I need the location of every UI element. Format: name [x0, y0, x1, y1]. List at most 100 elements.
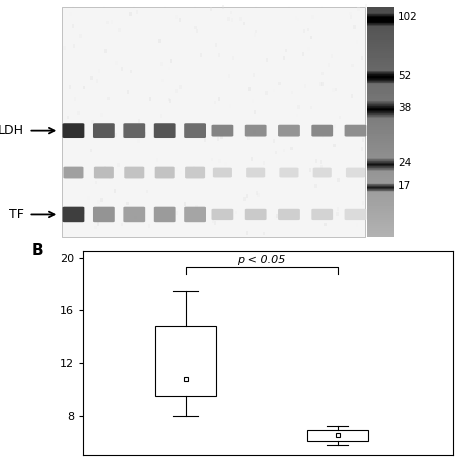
Bar — [315, 159, 318, 163]
Bar — [257, 193, 260, 197]
Bar — [249, 210, 252, 213]
Bar — [217, 137, 219, 141]
Bar — [232, 56, 234, 60]
Bar — [254, 110, 256, 114]
Bar — [224, 162, 227, 166]
Bar — [265, 58, 268, 62]
Bar — [215, 44, 217, 47]
Bar — [175, 211, 178, 215]
Bar — [328, 63, 330, 67]
Bar — [138, 119, 140, 123]
Bar — [136, 10, 138, 14]
Bar — [98, 155, 100, 159]
Bar — [170, 59, 172, 63]
Bar — [228, 74, 230, 78]
Bar — [90, 76, 92, 80]
Bar — [137, 139, 140, 143]
FancyBboxPatch shape — [311, 209, 333, 220]
Bar — [167, 66, 170, 70]
Bar — [172, 10, 174, 14]
Bar — [229, 11, 232, 14]
Bar — [251, 157, 253, 161]
Bar — [156, 158, 158, 162]
FancyBboxPatch shape — [184, 207, 206, 222]
Bar — [290, 146, 292, 150]
FancyBboxPatch shape — [246, 168, 265, 177]
Bar — [333, 144, 336, 147]
Bar — [126, 201, 128, 205]
Bar — [204, 138, 206, 142]
FancyBboxPatch shape — [185, 167, 205, 178]
Bar — [321, 82, 324, 86]
Bar — [160, 62, 163, 65]
Bar — [140, 128, 142, 131]
FancyBboxPatch shape — [63, 123, 84, 138]
Bar — [308, 16, 310, 19]
Bar — [69, 85, 72, 89]
Bar — [246, 231, 248, 235]
Bar — [121, 67, 123, 71]
Bar — [62, 8, 365, 237]
FancyBboxPatch shape — [124, 167, 144, 178]
Bar — [210, 7, 212, 11]
FancyBboxPatch shape — [311, 125, 333, 137]
Bar — [283, 149, 285, 152]
Bar — [335, 88, 337, 91]
Bar — [165, 207, 167, 210]
Bar — [110, 20, 113, 24]
FancyBboxPatch shape — [64, 167, 83, 178]
Bar — [256, 191, 258, 195]
Bar — [283, 56, 285, 60]
Bar — [64, 46, 66, 50]
Bar — [252, 99, 255, 103]
Bar — [158, 39, 161, 43]
FancyBboxPatch shape — [155, 167, 175, 178]
Bar — [362, 138, 365, 142]
Bar — [284, 49, 287, 53]
Bar — [192, 166, 195, 170]
Bar — [297, 18, 299, 21]
Bar — [324, 223, 327, 226]
Bar — [94, 226, 97, 229]
FancyBboxPatch shape — [63, 207, 84, 222]
Bar — [302, 52, 304, 55]
Bar — [109, 175, 111, 179]
Bar — [310, 106, 312, 109]
Bar — [114, 189, 116, 192]
Bar — [75, 169, 78, 172]
Bar — [194, 26, 197, 29]
Bar — [196, 29, 198, 33]
Bar — [184, 202, 186, 206]
Bar — [235, 210, 237, 214]
Bar — [297, 155, 300, 158]
Bar — [288, 99, 290, 103]
Bar — [310, 36, 312, 39]
Bar — [170, 169, 172, 172]
Bar — [200, 53, 202, 56]
Bar — [117, 163, 119, 167]
FancyBboxPatch shape — [313, 168, 332, 177]
Bar — [222, 5, 224, 9]
Bar — [220, 135, 223, 138]
Bar — [169, 99, 171, 103]
Bar — [349, 11, 352, 15]
Bar — [82, 210, 85, 213]
Text: TF: TF — [9, 208, 24, 221]
Bar — [332, 128, 334, 132]
Bar — [253, 130, 255, 134]
Bar — [250, 35, 253, 39]
Bar — [100, 198, 103, 202]
Bar — [170, 206, 173, 210]
Bar — [79, 35, 82, 38]
Bar — [361, 147, 363, 151]
Bar — [67, 116, 69, 119]
Bar — [96, 79, 99, 82]
Text: 52: 52 — [398, 71, 411, 81]
Bar — [118, 28, 120, 32]
Bar — [336, 212, 338, 216]
Bar — [255, 29, 257, 33]
Bar — [291, 91, 293, 94]
Bar — [97, 222, 99, 226]
Bar — [255, 66, 257, 70]
Bar — [320, 160, 322, 164]
